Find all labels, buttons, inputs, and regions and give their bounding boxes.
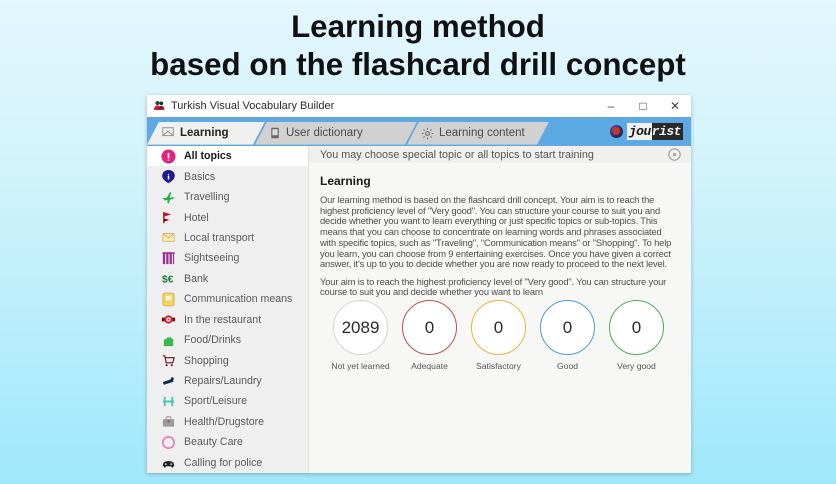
svg-text:$€: $€ [161,275,173,286]
